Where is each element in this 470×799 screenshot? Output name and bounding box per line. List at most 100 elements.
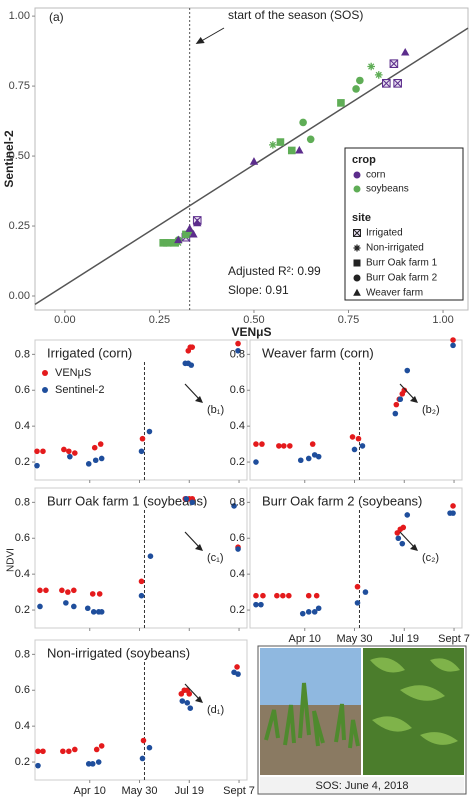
sos-arrow <box>199 27 225 43</box>
point <box>93 746 100 753</box>
panel-title: Burr Oak farm 2 (soybeans) <box>262 493 422 508</box>
point <box>389 59 399 68</box>
point <box>89 761 96 767</box>
point <box>179 698 186 704</box>
point <box>313 592 320 599</box>
legend-box <box>344 147 464 301</box>
point <box>280 592 286 599</box>
y-tick-label: 0.6 <box>15 384 30 396</box>
legend-marker <box>353 185 361 193</box>
point <box>356 76 364 85</box>
panel-title: Weaver farm (corn) <box>262 345 374 360</box>
annotation: (b₂) <box>422 404 440 416</box>
x-tick-label: Sept 7 <box>223 785 255 797</box>
annotation-arrow <box>399 383 416 401</box>
point <box>61 446 67 453</box>
point <box>37 587 43 594</box>
y-tick-label: 0.2 <box>15 456 30 468</box>
point <box>315 605 322 612</box>
point <box>65 589 71 595</box>
y-tick-label: 0.6 <box>230 384 245 396</box>
x-tick-label: Apr 10 <box>74 785 106 797</box>
y-tick-label: 0.4 <box>15 568 30 580</box>
annotation-arrowhead <box>195 544 203 551</box>
point <box>187 705 194 712</box>
point <box>91 444 98 451</box>
point <box>231 503 237 509</box>
point <box>189 229 198 238</box>
point <box>276 138 285 146</box>
y-tick-label: 1.00 <box>9 10 30 22</box>
point <box>399 540 406 547</box>
point <box>185 224 194 232</box>
y-axis-label: Sentinel-2 <box>2 130 16 188</box>
point <box>235 347 241 354</box>
point <box>362 589 369 595</box>
point <box>309 441 316 447</box>
point <box>35 748 41 755</box>
legend-label: soybeans <box>366 184 409 195</box>
x-tick-label: 0.75 <box>338 314 359 326</box>
point <box>186 691 193 697</box>
y-tick-label: 0.2 <box>230 456 245 468</box>
legend-label: Burr Oak farm 2 <box>366 273 438 284</box>
point <box>355 435 362 442</box>
sos-label: start of the season (SOS) <box>228 8 363 22</box>
point <box>295 145 304 154</box>
y-tick-label: 0.8 <box>15 648 30 660</box>
point <box>85 761 92 767</box>
point <box>374 71 383 79</box>
legend-label: VENμS <box>55 367 91 379</box>
point <box>96 591 103 597</box>
point <box>393 78 402 88</box>
point <box>367 62 375 71</box>
point <box>72 450 78 456</box>
legend-label: Irrigated <box>366 228 403 239</box>
point <box>305 455 312 462</box>
point <box>269 141 277 149</box>
y-tick-label: 0.4 <box>230 420 245 432</box>
point <box>258 601 264 608</box>
point <box>450 337 456 343</box>
photo-corn <box>264 682 360 749</box>
legend-marker <box>42 387 48 393</box>
point <box>146 428 153 435</box>
point <box>395 535 402 542</box>
point <box>401 387 408 394</box>
legend-title: site <box>352 212 371 224</box>
x-tick-label: 1.00 <box>432 314 453 326</box>
point <box>72 746 78 753</box>
point <box>60 748 66 755</box>
y-tick-label: 0.4 <box>230 568 245 580</box>
x-tick-label: Jul 19 <box>390 633 419 645</box>
y-tick-label: 0.75 <box>9 80 30 92</box>
photo-leaves <box>370 657 460 745</box>
point <box>276 443 282 449</box>
legend-label: Sentinel-2 <box>55 384 105 396</box>
x-tick-label: 0.50 <box>243 314 264 326</box>
point <box>183 495 190 502</box>
point <box>235 340 241 347</box>
stat-label: Slope: 0.91 <box>228 283 289 297</box>
y-tick-label: 0.6 <box>15 684 30 696</box>
y-tick-label: 0.25 <box>9 220 30 232</box>
x-tick-label: Jul 19 <box>175 785 204 797</box>
point <box>138 578 145 585</box>
x-tick-label: May 30 <box>336 633 372 645</box>
photo-caption: SOS: June 4, 2018 <box>316 780 409 792</box>
point <box>89 591 96 597</box>
point <box>274 592 280 599</box>
point <box>66 748 72 755</box>
point <box>37 603 43 610</box>
point <box>193 218 202 227</box>
point <box>299 118 307 127</box>
point <box>450 342 456 349</box>
point <box>67 453 73 460</box>
legend-marker <box>353 274 361 282</box>
annotation-arrowhead <box>410 544 418 551</box>
point <box>92 457 99 464</box>
y-tick-label: 0.50 <box>9 150 30 162</box>
point <box>351 446 358 453</box>
point <box>315 453 322 460</box>
point <box>253 441 259 447</box>
